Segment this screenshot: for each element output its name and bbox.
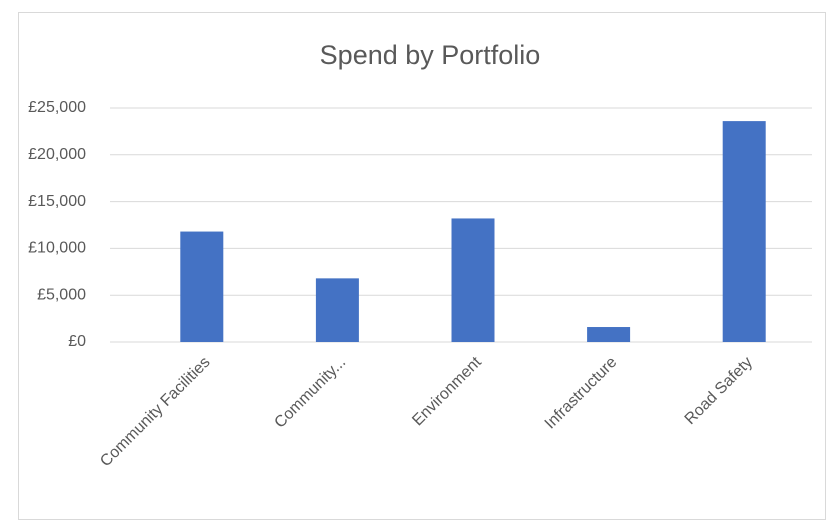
y-tick-label: £0: [68, 333, 86, 350]
y-tick-label: £5,000: [37, 286, 86, 303]
y-tick-label: £10,000: [28, 240, 86, 257]
bar: [587, 327, 631, 342]
y-tick-label: £15,000: [28, 193, 86, 210]
bar: [315, 278, 359, 342]
y-tick-label: £25,000: [28, 99, 86, 116]
chart-frame: [18, 12, 826, 520]
bar: [451, 218, 495, 342]
bar: [722, 121, 766, 342]
chart-title: Spend by Portfolio: [320, 40, 541, 70]
y-tick-label: £20,000: [28, 146, 86, 163]
bar: [180, 231, 224, 342]
